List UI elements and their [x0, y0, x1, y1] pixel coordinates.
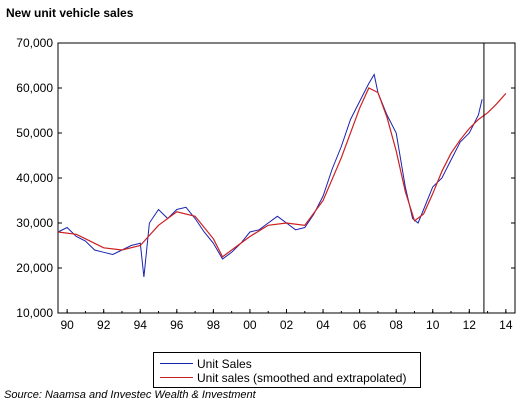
x-tick-label: 08: [390, 318, 404, 332]
y-tick-label: 40,000: [16, 171, 53, 185]
legend-swatch-unit-sales: [160, 363, 193, 364]
legend-swatch-smoothed: [160, 377, 193, 378]
x-tick-label: 94: [134, 318, 148, 332]
legend: Unit Sales Unit sales (smoothed and extr…: [153, 352, 421, 388]
x-tick-label: 00: [243, 318, 257, 332]
y-tick-label: 10,000: [16, 306, 53, 320]
series-line-smoothed: [57, 87, 507, 258]
x-tick-label: 04: [316, 318, 330, 332]
x-tick-label: 10: [426, 318, 440, 332]
chart-title: New unit vehicle sales: [6, 6, 134, 20]
legend-item-smoothed: Unit sales (smoothed and extrapolated): [160, 370, 406, 385]
legend-label-smoothed: Unit sales (smoothed and extrapolated): [197, 370, 407, 385]
y-tick-label: 50,000: [16, 126, 53, 140]
x-tick-label: 92: [97, 318, 111, 332]
x-tick-label: 14: [499, 318, 513, 332]
y-tick-label: 60,000: [16, 81, 53, 95]
y-tick-label: 20,000: [16, 261, 53, 275]
legend-label-unit-sales: Unit Sales: [197, 356, 252, 371]
y-tick-label: 30,000: [16, 216, 53, 230]
plot-area: [57, 42, 516, 314]
x-tick-label: 12: [463, 318, 477, 332]
source-note: Source: Naamsa and Investec Wealth & Inv…: [4, 389, 256, 401]
x-tick-label: 96: [170, 318, 184, 332]
x-tick-label: 02: [280, 318, 294, 332]
y-tick-label: 70,000: [16, 36, 53, 50]
series-layer: [57, 73, 507, 278]
y-axis: 10,000 20,000 30,000 40,000 50,000 60,000 70,0…: [16, 36, 515, 320]
x-axis: 90 92 94 96 98 00 02 04 06 08 10 12 14: [60, 309, 513, 332]
x-tick-label: 90: [60, 318, 74, 332]
legend-item-unit-sales: Unit Sales: [160, 356, 252, 371]
x-tick-label: 06: [353, 318, 367, 332]
series-line-unit-sales: [57, 73, 483, 278]
x-tick-label: 98: [207, 318, 221, 332]
